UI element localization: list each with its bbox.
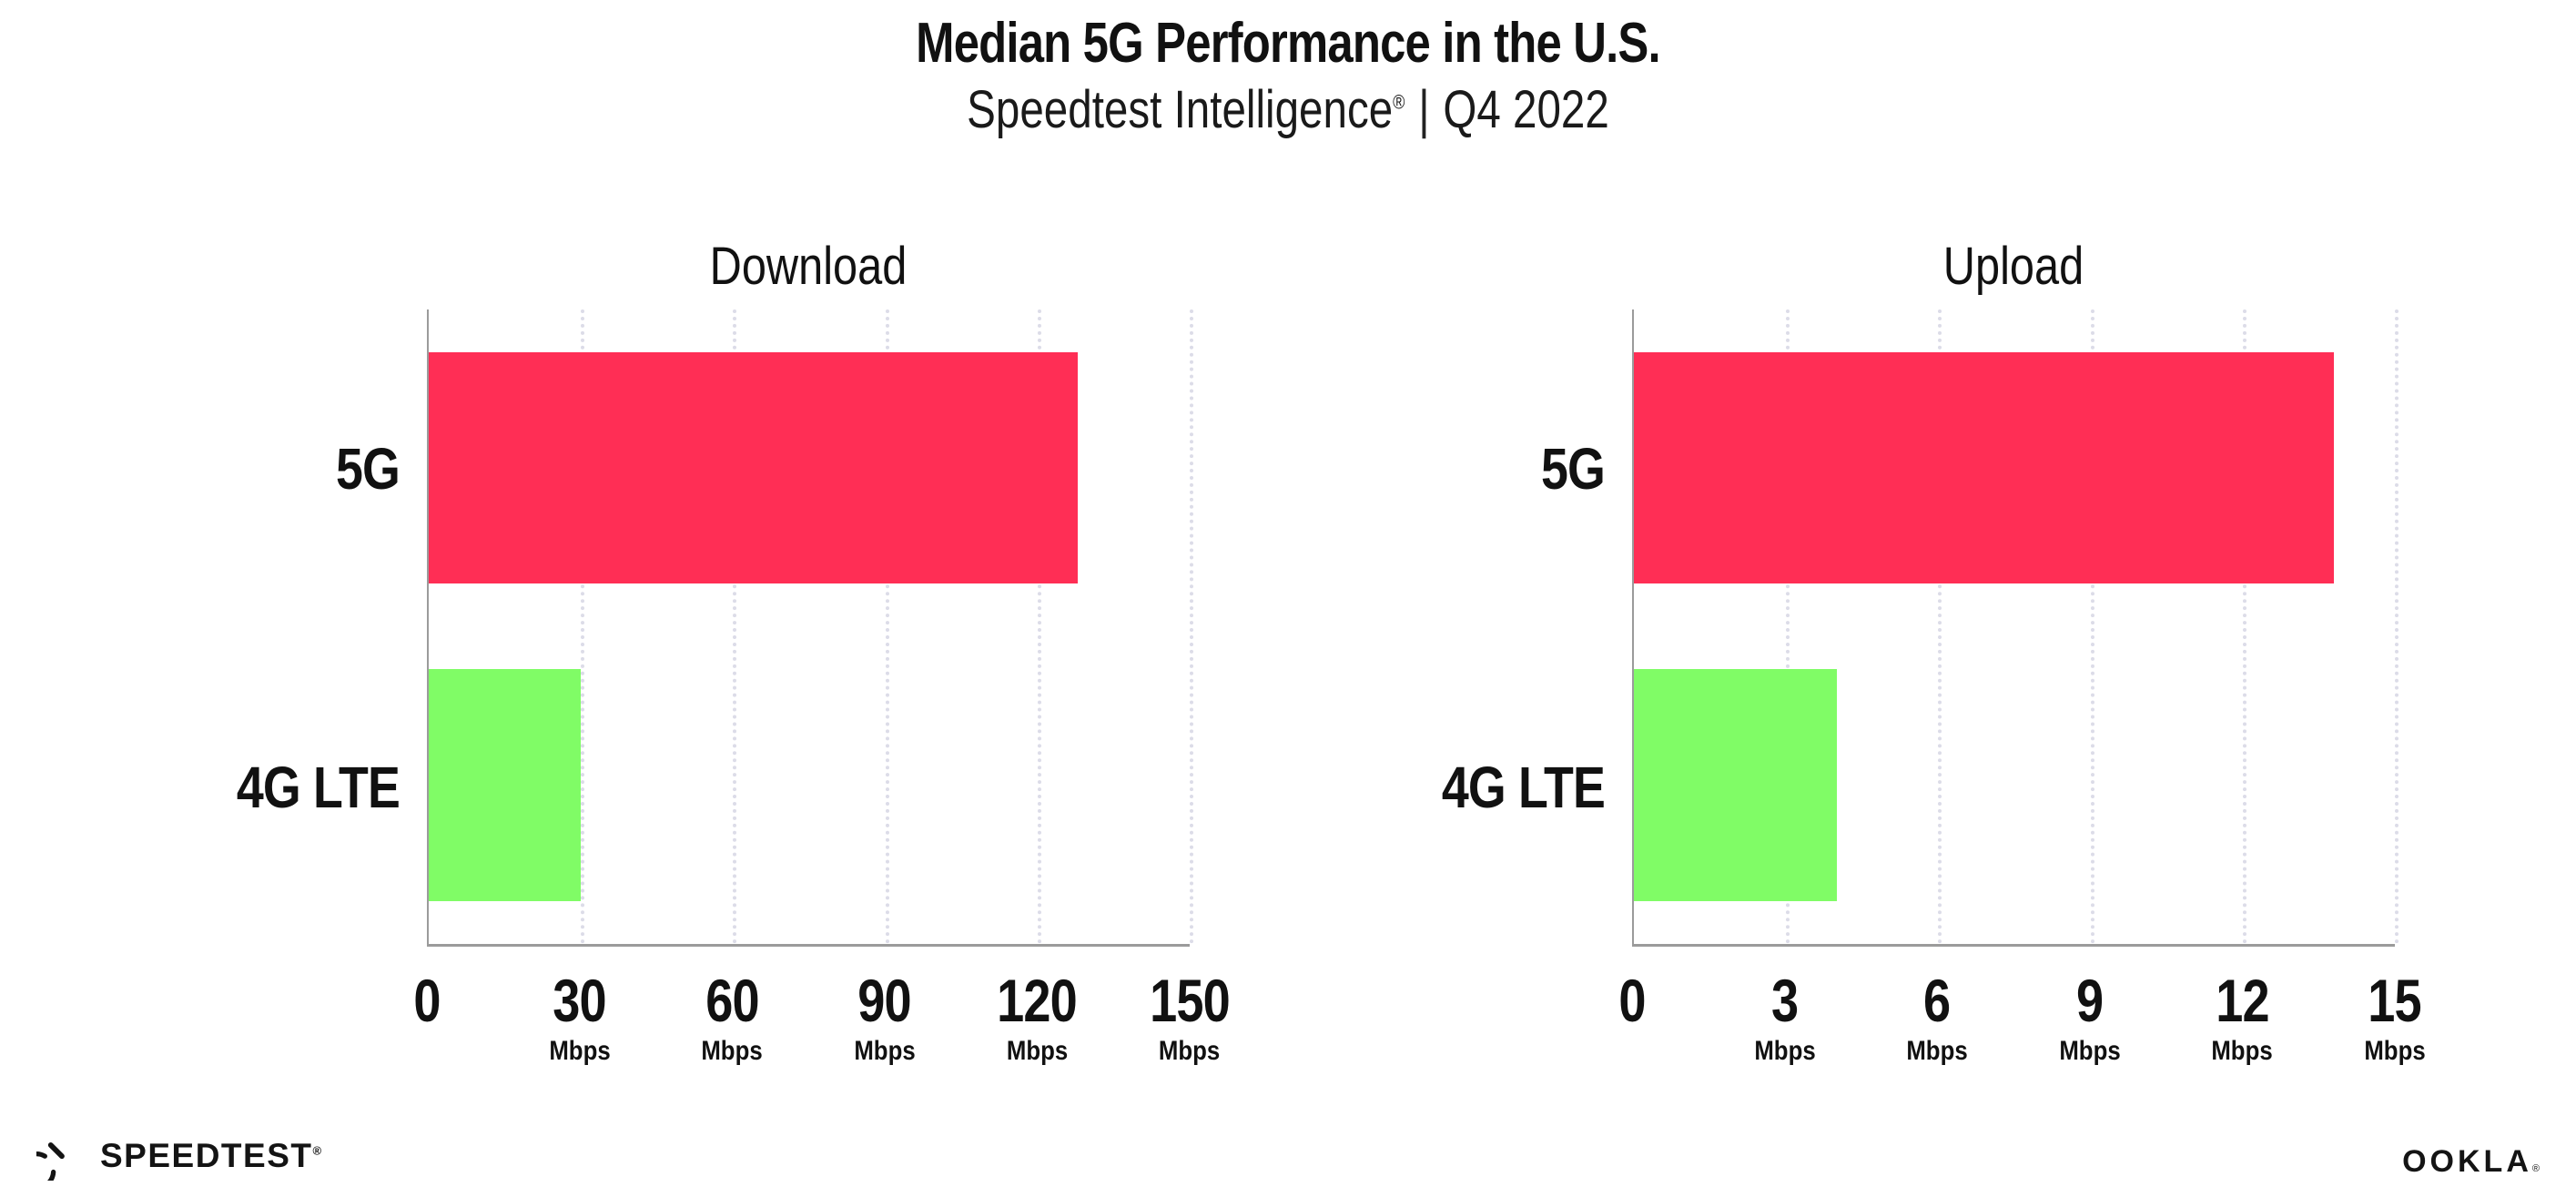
speedtest-gauge-icon — [36, 1142, 65, 1181]
category-label-4g-lte: 4G LTE — [1441, 754, 1606, 820]
x-tick-value: 12 — [2216, 966, 2269, 1034]
ookla-registered-mark: ® — [2531, 1163, 2540, 1174]
page-title: Median 5G Performance in the U.S. — [916, 12, 1660, 75]
bar-4g-lte-upload — [1634, 669, 1837, 901]
x-tick-value: 150 — [1150, 966, 1231, 1034]
chart-upload: Upload 5G 4G LTE 0 3 Mbps 6 Mbps 9 Mbps 12 Mbps 15 Mb… — [1386, 228, 2426, 1107]
x-tick-unit: Mbps — [1006, 1035, 1069, 1066]
x-tick-value: 6 — [1923, 966, 1952, 1034]
x-tick-value: 90 — [857, 966, 912, 1034]
x-tick-value: 0 — [1618, 966, 1646, 1034]
chart-title-download: Download — [709, 236, 908, 296]
x-tick-0: 0 — [411, 970, 443, 1030]
x-tick-unit: Mbps — [1753, 1035, 1816, 1066]
chart-download: Download 5G 4G LTE 0 30 Mbps 60 Mbps 90 Mbps 120 Mb… — [181, 228, 1231, 1107]
x-tick-value: 15 — [2368, 966, 2422, 1034]
x-tick-value: 60 — [705, 966, 759, 1034]
footer: SPEEDTEST® OOKLA ® — [36, 1126, 2540, 1181]
header: Median 5G Performance in the U.S. Speedt… — [0, 0, 2576, 141]
band-5g — [1634, 309, 2395, 627]
bar-5g-upload — [1634, 351, 2335, 584]
bar-5g-download — [429, 351, 1079, 584]
gridline-90 — [885, 309, 889, 944]
x-tick-value: 3 — [1770, 966, 1799, 1034]
x-tick-12: 12 Mbps — [2206, 970, 2277, 1065]
ookla-wordmark: OOKLA — [2402, 1144, 2532, 1179]
band-4g-lte — [1634, 626, 2395, 944]
x-tick-0: 0 — [1616, 970, 1648, 1030]
x-axis-ticks-upload: 0 3 Mbps 6 Mbps 9 Mbps 12 Mbps 15 Mbps — [1618, 970, 2425, 1107]
x-tick-60: 60 Mbps — [696, 970, 767, 1065]
x-tick-value: 30 — [553, 966, 606, 1034]
subtitle-period: Q4 2022 — [1443, 80, 1609, 140]
band-4g-lte — [429, 626, 1190, 944]
x-tick-15: 15 Mbps — [2359, 970, 2430, 1065]
category-labels-upload: 5G 4G LTE — [1386, 309, 1632, 947]
gridline-120 — [1037, 309, 1041, 944]
x-tick-value: 0 — [413, 966, 441, 1034]
gridline-6 — [1938, 309, 1942, 944]
x-tick-value: 9 — [2076, 966, 2104, 1034]
subtitle-brand: Speedtest Intelligence — [967, 80, 1394, 140]
x-tick-unit: Mbps — [1906, 1035, 1968, 1066]
gridline-12 — [2242, 309, 2246, 944]
gridline-30 — [581, 309, 585, 944]
x-tick-value: 120 — [997, 966, 1078, 1034]
plot-area-upload — [1632, 309, 2399, 947]
x-tick-150: 150 Mbps — [1141, 970, 1238, 1065]
subtitle-separator: | — [1418, 80, 1430, 140]
speedtest-logo: SPEEDTEST® — [36, 1130, 323, 1181]
x-tick-unit: Mbps — [1159, 1035, 1221, 1066]
gridline-15 — [2395, 309, 2399, 944]
gridline-9 — [2090, 309, 2094, 944]
x-axis-ticks-download: 0 30 Mbps 60 Mbps 90 Mbps 120 Mbps 150 Mbps — [413, 970, 1230, 1107]
category-label-4g-lte: 4G LTE — [236, 754, 401, 820]
x-tick-unit: Mbps — [548, 1035, 611, 1066]
x-tick-3: 3 Mbps — [1749, 970, 1820, 1065]
x-tick-120: 120 Mbps — [989, 970, 1086, 1065]
speedtest-wordmark: SPEEDTEST® — [100, 1139, 323, 1172]
speedtest-label: SPEEDTEST — [100, 1136, 313, 1174]
x-tick-9: 9 Mbps — [2054, 970, 2125, 1065]
ookla-logo: OOKLA ® — [2402, 1146, 2540, 1177]
x-tick-30: 30 Mbps — [543, 970, 614, 1065]
x-tick-90: 90 Mbps — [849, 970, 920, 1065]
category-labels-download: 5G 4G LTE — [181, 309, 427, 947]
gridline-150 — [1190, 309, 1193, 944]
chart-title-upload: Upload — [1942, 236, 2084, 296]
gridline-60 — [733, 309, 737, 944]
x-tick-unit: Mbps — [701, 1035, 763, 1066]
charts-row: Download 5G 4G LTE 0 30 Mbps 60 Mbps 90 Mbps 120 Mb… — [0, 228, 2576, 1107]
band-5g — [429, 309, 1190, 627]
registered-mark: ® — [1393, 90, 1405, 114]
x-tick-unit: Mbps — [2211, 1035, 2274, 1066]
x-tick-unit: Mbps — [2059, 1035, 2121, 1066]
category-label-5g: 5G — [335, 435, 401, 502]
plot-area-download — [427, 309, 1193, 947]
gridline-3 — [1786, 309, 1790, 944]
x-tick-6: 6 Mbps — [1902, 970, 1973, 1065]
page-subtitle: Speedtest Intelligence® | Q4 2022 — [232, 80, 2345, 141]
bar-4g-lte-download — [429, 669, 582, 901]
category-label-5g: 5G — [1540, 435, 1606, 502]
x-tick-unit: Mbps — [2364, 1035, 2426, 1066]
speedtest-registered-mark: ® — [312, 1143, 323, 1158]
x-tick-unit: Mbps — [854, 1035, 916, 1066]
